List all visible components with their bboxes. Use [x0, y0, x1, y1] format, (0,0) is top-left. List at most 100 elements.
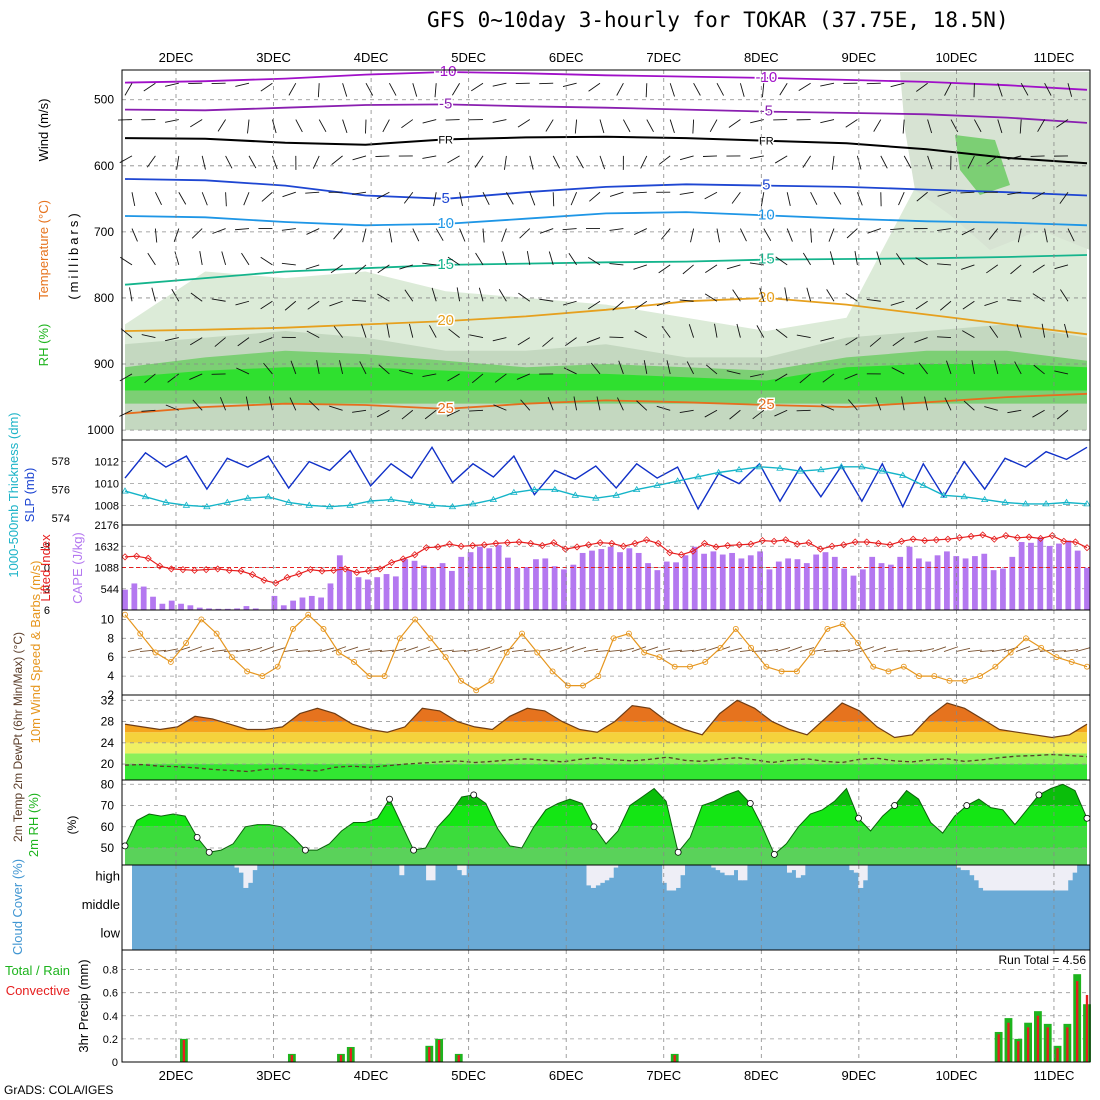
y-axis-unit-rh: (%)	[65, 816, 79, 835]
cloud-high-gap	[680, 865, 686, 876]
surface-wind-barb	[655, 648, 671, 652]
cape-bar	[290, 600, 297, 610]
wind-barb	[760, 192, 765, 207]
wind-barb	[214, 337, 226, 347]
wind-barb	[774, 155, 788, 164]
cloud-high-gap	[430, 865, 436, 881]
wind-barb	[290, 360, 297, 375]
wind-barb	[248, 155, 257, 169]
wind-barb	[482, 192, 490, 205]
cloud-high-gap	[1005, 865, 1011, 891]
cape-bar	[364, 579, 371, 610]
wind-barb	[761, 83, 765, 98]
panel-bg-slp	[122, 440, 1090, 525]
wind-barb	[828, 228, 835, 242]
wind-barb	[352, 155, 367, 161]
cape-bar	[514, 567, 521, 610]
x-tick-label-top: 8DEC	[744, 50, 779, 65]
rh-point	[770, 850, 778, 858]
wind-barb	[154, 192, 162, 206]
y-tick-label-wind: 8	[107, 631, 114, 645]
wind-barb	[686, 361, 694, 375]
cape-bar	[645, 563, 651, 610]
cape-bar	[420, 565, 427, 610]
wind-barb	[1067, 228, 1075, 242]
surface-wind-barb	[559, 646, 575, 652]
wind-barb	[165, 337, 179, 342]
wind-barb	[282, 191, 296, 198]
rh-point	[386, 795, 393, 803]
wind-barb	[217, 119, 226, 132]
surface-wind-barb	[679, 649, 695, 653]
surface-wind-barb	[463, 648, 479, 652]
cape-bar	[701, 553, 707, 610]
cape-bar	[617, 552, 623, 610]
cloud-high-gap	[1049, 865, 1055, 891]
wind-barb	[120, 328, 133, 338]
cloud-high-gap	[849, 865, 855, 871]
wind-barb	[570, 192, 578, 206]
y-tick-label-wind: 10	[101, 612, 115, 626]
wind-barb	[774, 373, 788, 382]
wind-barb	[295, 119, 303, 133]
y-tick-label-wind: 6	[107, 650, 114, 664]
wind-barb	[997, 119, 1003, 134]
cape-bar	[944, 551, 950, 610]
wind-barb	[796, 409, 811, 412]
wind-barb	[616, 82, 624, 96]
wind-barb	[937, 263, 952, 266]
surface-wind-barb	[187, 646, 203, 652]
cape-bar	[1000, 568, 1006, 610]
isotherm-label: FR	[438, 134, 453, 146]
li-marker	[1071, 538, 1079, 546]
cape-bar	[925, 561, 932, 610]
cloud-high-gap	[791, 865, 797, 871]
wind-barb	[845, 292, 858, 302]
isotherm-label: -5	[439, 95, 452, 112]
wind-barb	[306, 228, 320, 235]
cloud-high-gap	[987, 865, 993, 891]
wind-barb	[960, 191, 975, 194]
temp-line	[124, 699, 1088, 739]
x-tick-label-bottom: 10DEC	[935, 1068, 977, 1083]
wind-barb	[845, 119, 858, 128]
wind-barb	[117, 119, 133, 121]
surface-wind-barb	[703, 646, 719, 652]
li-marker	[816, 545, 824, 553]
wind-barb	[173, 228, 180, 242]
cape-bar	[150, 596, 156, 610]
wind-barb	[820, 337, 835, 342]
cape-bar	[505, 557, 511, 610]
precip-convective-bar	[339, 1055, 343, 1062]
wind-barb	[890, 300, 905, 306]
wind-barb	[482, 228, 485, 243]
precip-convective-bar	[437, 1040, 441, 1062]
wind-barb	[212, 228, 226, 234]
cape-bar	[915, 558, 922, 610]
wind-barb	[901, 396, 905, 411]
wind-barb	[716, 83, 724, 96]
li-marker	[643, 536, 651, 544]
left-tick-label-thickness: 574	[52, 513, 70, 525]
wind-barb	[305, 191, 320, 194]
surface-wind-barb	[175, 646, 191, 652]
wind-barb	[796, 334, 811, 339]
cape-bar	[467, 552, 474, 610]
wind-barb	[749, 155, 764, 159]
li-marker	[979, 531, 987, 539]
wind-barb	[178, 192, 187, 205]
wind-barb	[545, 119, 554, 132]
cloud-high-gap	[742, 865, 748, 881]
wind-barb	[890, 82, 905, 88]
cape-bar	[841, 568, 848, 610]
wind-barb	[728, 119, 741, 128]
wind-barb	[281, 262, 296, 266]
wind-barb	[471, 373, 484, 384]
wind-barb	[739, 83, 745, 97]
isotherm-line	[124, 211, 1088, 227]
right-tick-label-slp: 1010	[95, 479, 119, 491]
li-marker	[805, 539, 813, 547]
wind-barb	[245, 396, 250, 411]
wind-barb	[961, 228, 975, 236]
cloud-high-gap	[1040, 865, 1046, 891]
